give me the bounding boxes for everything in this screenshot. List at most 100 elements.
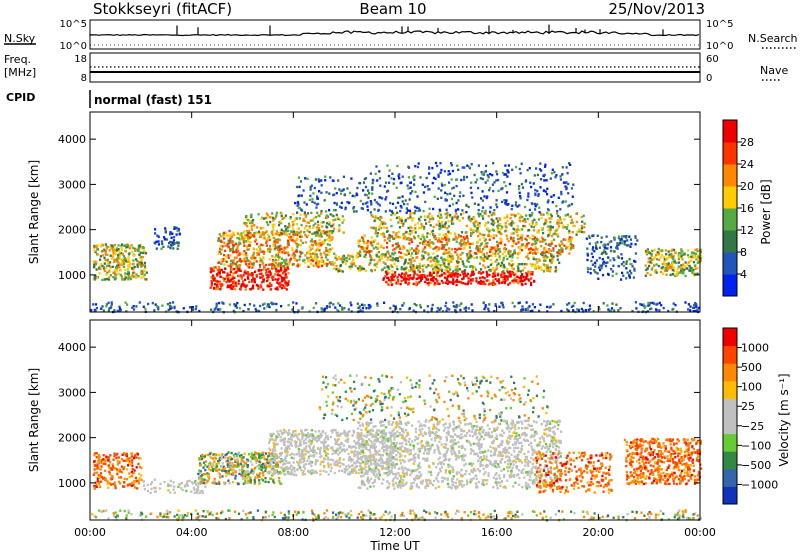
range-gate-cell [123, 485, 126, 488]
range-gate-cell [231, 248, 234, 252]
range-gate-cell [217, 472, 220, 475]
range-gate-cell [377, 250, 380, 254]
range-gate-cell [455, 273, 458, 277]
range-gate-cell [550, 234, 553, 238]
range-gate-cell [238, 234, 241, 237]
range-gate-cell [484, 209, 487, 213]
range-gate-cell [519, 214, 522, 217]
range-gate-cell [645, 249, 648, 253]
range-gate-cell [451, 216, 454, 219]
range-gate-cell [315, 261, 318, 265]
range-gate-cell [501, 265, 504, 269]
range-gate-cell [456, 280, 459, 283]
range-gate-cell [672, 266, 675, 269]
range-gate-cell [424, 251, 427, 254]
range-gate-cell [169, 491, 172, 494]
range-gate-cell [274, 256, 277, 259]
range-gate-cell [411, 219, 414, 222]
range-gate-cell [337, 217, 340, 221]
range-gate-cell [106, 261, 109, 264]
range-gate-cell [311, 232, 314, 235]
range-gate-cell [294, 250, 297, 253]
range-gate-cell [556, 212, 559, 215]
range-gate-cell [357, 241, 360, 245]
range-gate-cell [369, 305, 372, 308]
range-gate-cell [404, 220, 407, 223]
range-gate-cell [498, 255, 501, 258]
range-gate-cell [656, 251, 659, 254]
range-gate-cell [337, 310, 340, 313]
range-gate-cell [567, 309, 570, 312]
range-gate-cell [173, 485, 176, 488]
range-gate-cell [259, 246, 262, 249]
range-gate-cell [143, 261, 146, 265]
range-gate-cell [138, 253, 141, 256]
range-gate-cell [325, 216, 328, 219]
range-gate-cell [310, 238, 313, 241]
range-gate-cell [433, 282, 436, 285]
range-gate-cell [586, 270, 590, 274]
range-gate-cell [316, 229, 319, 232]
range-gate-cell [170, 306, 173, 309]
range-gate-cell [651, 261, 654, 265]
range-gate-cell [431, 258, 434, 261]
range-gate-cell [426, 215, 429, 219]
range-gate-cell [468, 251, 471, 255]
range-gate-cell [470, 232, 474, 235]
range-gate-cell [581, 220, 584, 223]
range-gate-cell [225, 234, 228, 237]
range-gate-cell [310, 262, 313, 265]
nsearch-label: N.Search [748, 32, 798, 45]
range-gate-cell [504, 230, 507, 233]
range-gate-cell [266, 305, 269, 308]
range-gate-cell [173, 242, 176, 245]
range-gate-cell [289, 237, 292, 240]
range-gate-cell [145, 271, 148, 274]
range-gate-cell [479, 268, 483, 271]
range-gate-cell [237, 274, 240, 278]
range-gate-cell [412, 176, 415, 179]
range-gate-cell [407, 166, 411, 169]
range-gate-cell [335, 258, 338, 261]
range-gate-cell [473, 266, 477, 269]
range-gate-cell [214, 279, 217, 283]
range-gate-cell [232, 240, 235, 243]
range-gate-cell [244, 284, 247, 287]
range-gate-cell [361, 267, 364, 270]
range-gate-cell [105, 245, 108, 249]
range-gate-cell [108, 270, 111, 273]
range-gate-cell [279, 460, 282, 464]
range-gate-cell [246, 465, 249, 469]
range-gate-cell [220, 455, 223, 458]
range-gate-cell [503, 250, 506, 254]
range-gate-cell [173, 226, 176, 229]
range-gate-cell [496, 279, 499, 282]
range-gate-cell [530, 225, 533, 228]
range-gate-cell [258, 256, 261, 260]
range-gate-cell [476, 227, 479, 230]
range-gate-cell [506, 237, 509, 240]
range-gate-cell [271, 255, 274, 258]
range-gate-cell [210, 276, 213, 279]
range-gate-cell [451, 273, 455, 276]
range-gate-cell [246, 464, 250, 467]
range-gate-cell [479, 279, 483, 283]
range-gate-cell [118, 480, 121, 483]
range-gate-cell [244, 240, 247, 243]
range-gate-cell [386, 269, 389, 272]
range-gate-cell [550, 240, 553, 243]
range-gate-cell [132, 484, 135, 487]
range-gate-cell [438, 269, 441, 272]
range-gate-cell [399, 204, 402, 208]
range-gate-cell [437, 173, 440, 176]
range-gate-cell [143, 273, 146, 276]
range-gate-cell [617, 243, 620, 247]
range-gate-cell [482, 247, 485, 251]
range-gate-cell [455, 240, 458, 243]
range-gate-cell [249, 214, 253, 217]
range-gate-cell [358, 265, 361, 268]
range-gate-cell [511, 256, 514, 259]
range-gate-cell [244, 260, 247, 263]
range-gate-cell [561, 242, 564, 245]
range-gate-cell [241, 465, 244, 469]
